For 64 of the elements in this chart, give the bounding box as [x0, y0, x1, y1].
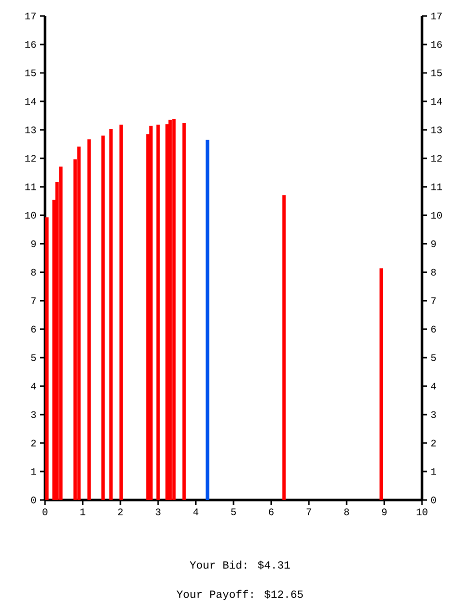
x-tick-label: 1	[80, 508, 86, 516]
y2-tick-label: 8	[431, 268, 436, 276]
y-tick-label: 3	[31, 411, 36, 418]
y-tick-label: 9	[31, 240, 36, 248]
y-tick-label: 1	[31, 468, 36, 475]
bar	[156, 124, 160, 500]
y2-tick-label: 16	[431, 41, 442, 48]
y2-tick-label: 10	[431, 212, 442, 219]
bar	[77, 146, 81, 500]
x-tick-label: 7	[306, 508, 312, 516]
y2-tick-label: 4	[431, 382, 436, 390]
y2-tick-label: 5	[431, 354, 436, 361]
x-tick-label: 6	[268, 508, 274, 516]
y2-tick-label: 11	[431, 184, 442, 190]
bar	[119, 124, 123, 500]
text: Your Payoff: $12.65	[176, 590, 303, 600]
y2-tick-label: 6	[431, 326, 436, 333]
text: Your Bid: $4.31	[190, 560, 290, 570]
y2-tick-label: 3	[431, 411, 436, 418]
x-tick-label: 8	[344, 508, 349, 516]
bar	[101, 136, 105, 500]
y-tick-label: 6	[31, 326, 36, 333]
y2-tick-label: 12	[431, 155, 442, 162]
y2-tick-label: 0	[431, 496, 436, 504]
bar	[59, 166, 63, 500]
y-tick-label: 15	[25, 70, 36, 76]
y-tick-label: 10	[25, 212, 36, 219]
y2-tick-label: 17	[431, 12, 442, 20]
y-tick-label: 4	[31, 382, 36, 390]
y-tick-label: 16	[25, 41, 36, 48]
y2-tick-label: 15	[431, 70, 442, 76]
bar	[282, 195, 286, 500]
y-tick-label: 14	[25, 98, 36, 105]
y-tick-label: 17	[25, 12, 36, 20]
y-tick-label: 0	[31, 496, 36, 504]
x-tick-label: 9	[382, 508, 387, 516]
x-tick-label: 2	[118, 508, 123, 516]
y2-tick-label: 14	[431, 98, 442, 105]
y-tick-label: 7	[31, 297, 36, 304]
x-tick-label: 3	[156, 508, 160, 516]
x-tick-label: 5	[231, 508, 236, 516]
y-tick-label: 5	[31, 354, 36, 361]
x-tick-label: 10	[416, 508, 428, 516]
y2-tick-label: 7	[431, 297, 436, 304]
y2-tick-label: 9	[431, 240, 436, 248]
y-tick-label: 13	[25, 126, 36, 134]
y-tick-label: 11	[25, 184, 36, 190]
bar	[45, 217, 49, 500]
bar	[87, 139, 91, 500]
bar	[380, 268, 384, 500]
bar	[149, 126, 153, 500]
y-tick-label: 12	[25, 155, 36, 162]
y-tick-label: 2	[31, 440, 36, 446]
y2-tick-label: 2	[431, 440, 436, 446]
bar	[168, 120, 172, 500]
y-tick-label: 8	[31, 268, 36, 276]
bar	[206, 140, 210, 500]
bar	[172, 119, 176, 500]
bar	[109, 129, 113, 500]
y2-tick-label: 13	[431, 126, 442, 134]
y2-tick-label: 1	[431, 468, 436, 475]
x-tick-label: 0	[42, 508, 48, 516]
x-tick-label: 4	[193, 508, 198, 516]
bar	[182, 123, 186, 500]
